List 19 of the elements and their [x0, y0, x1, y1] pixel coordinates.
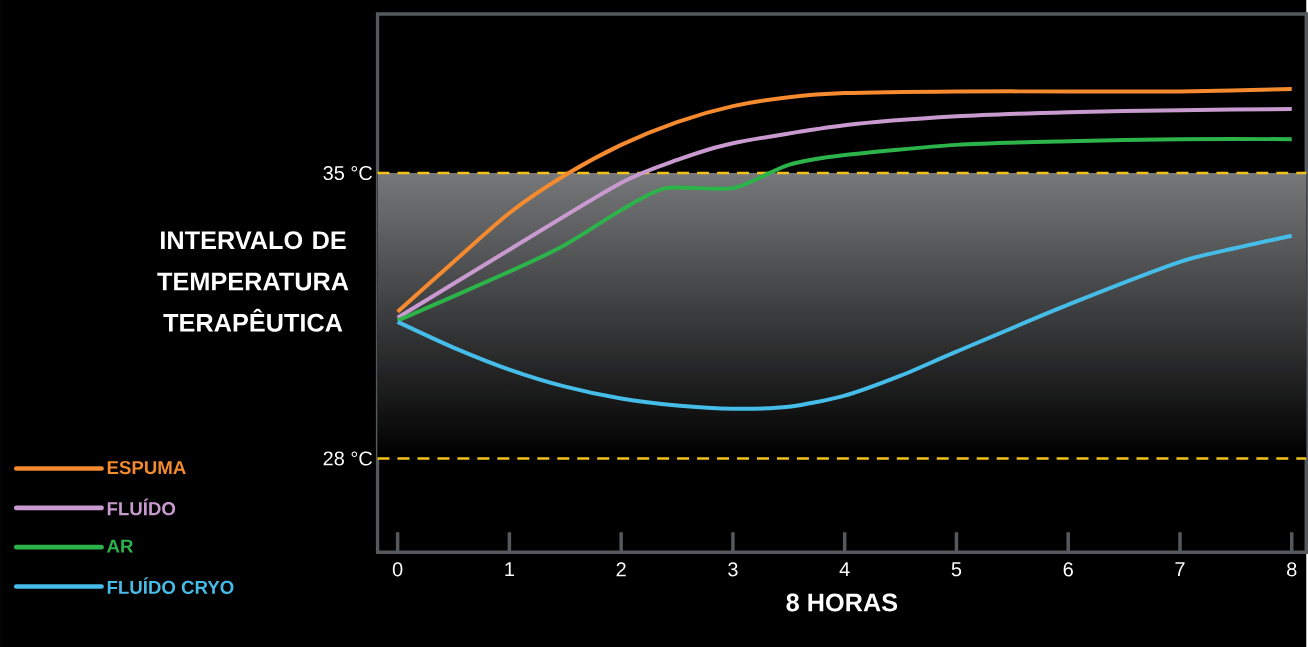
x-tick-label: 2: [616, 562, 626, 577]
x-axis-title: 8 HORAS: [786, 593, 898, 612]
legend-label: AR: [106, 539, 134, 553]
band-label: INTERVALO DE TEMPERATURA TERAPÊUTICA: [157, 231, 349, 332]
x-tick-label: 6: [1063, 562, 1073, 577]
legend-label: ESPUMA: [107, 460, 186, 475]
legend-label: FLUÍDO CRYO: [107, 577, 234, 594]
y-tick-label: 28 °C: [323, 451, 373, 466]
x-tick-label: 1: [505, 562, 514, 576]
x-tick-label: 5: [951, 562, 962, 577]
x-tick-label: 0: [392, 562, 403, 577]
x-tick-label: 8: [1287, 562, 1297, 577]
y-tick-label: 35 °C: [323, 165, 373, 181]
x-tick-label: 7: [1175, 562, 1185, 576]
x-tick-label: 3: [728, 562, 738, 577]
line-series: [395, 233, 1294, 411]
legend-label: FLUÍDO: [107, 498, 176, 516]
x-tick-label: 4: [839, 562, 850, 576]
line-series: [395, 136, 1294, 323]
